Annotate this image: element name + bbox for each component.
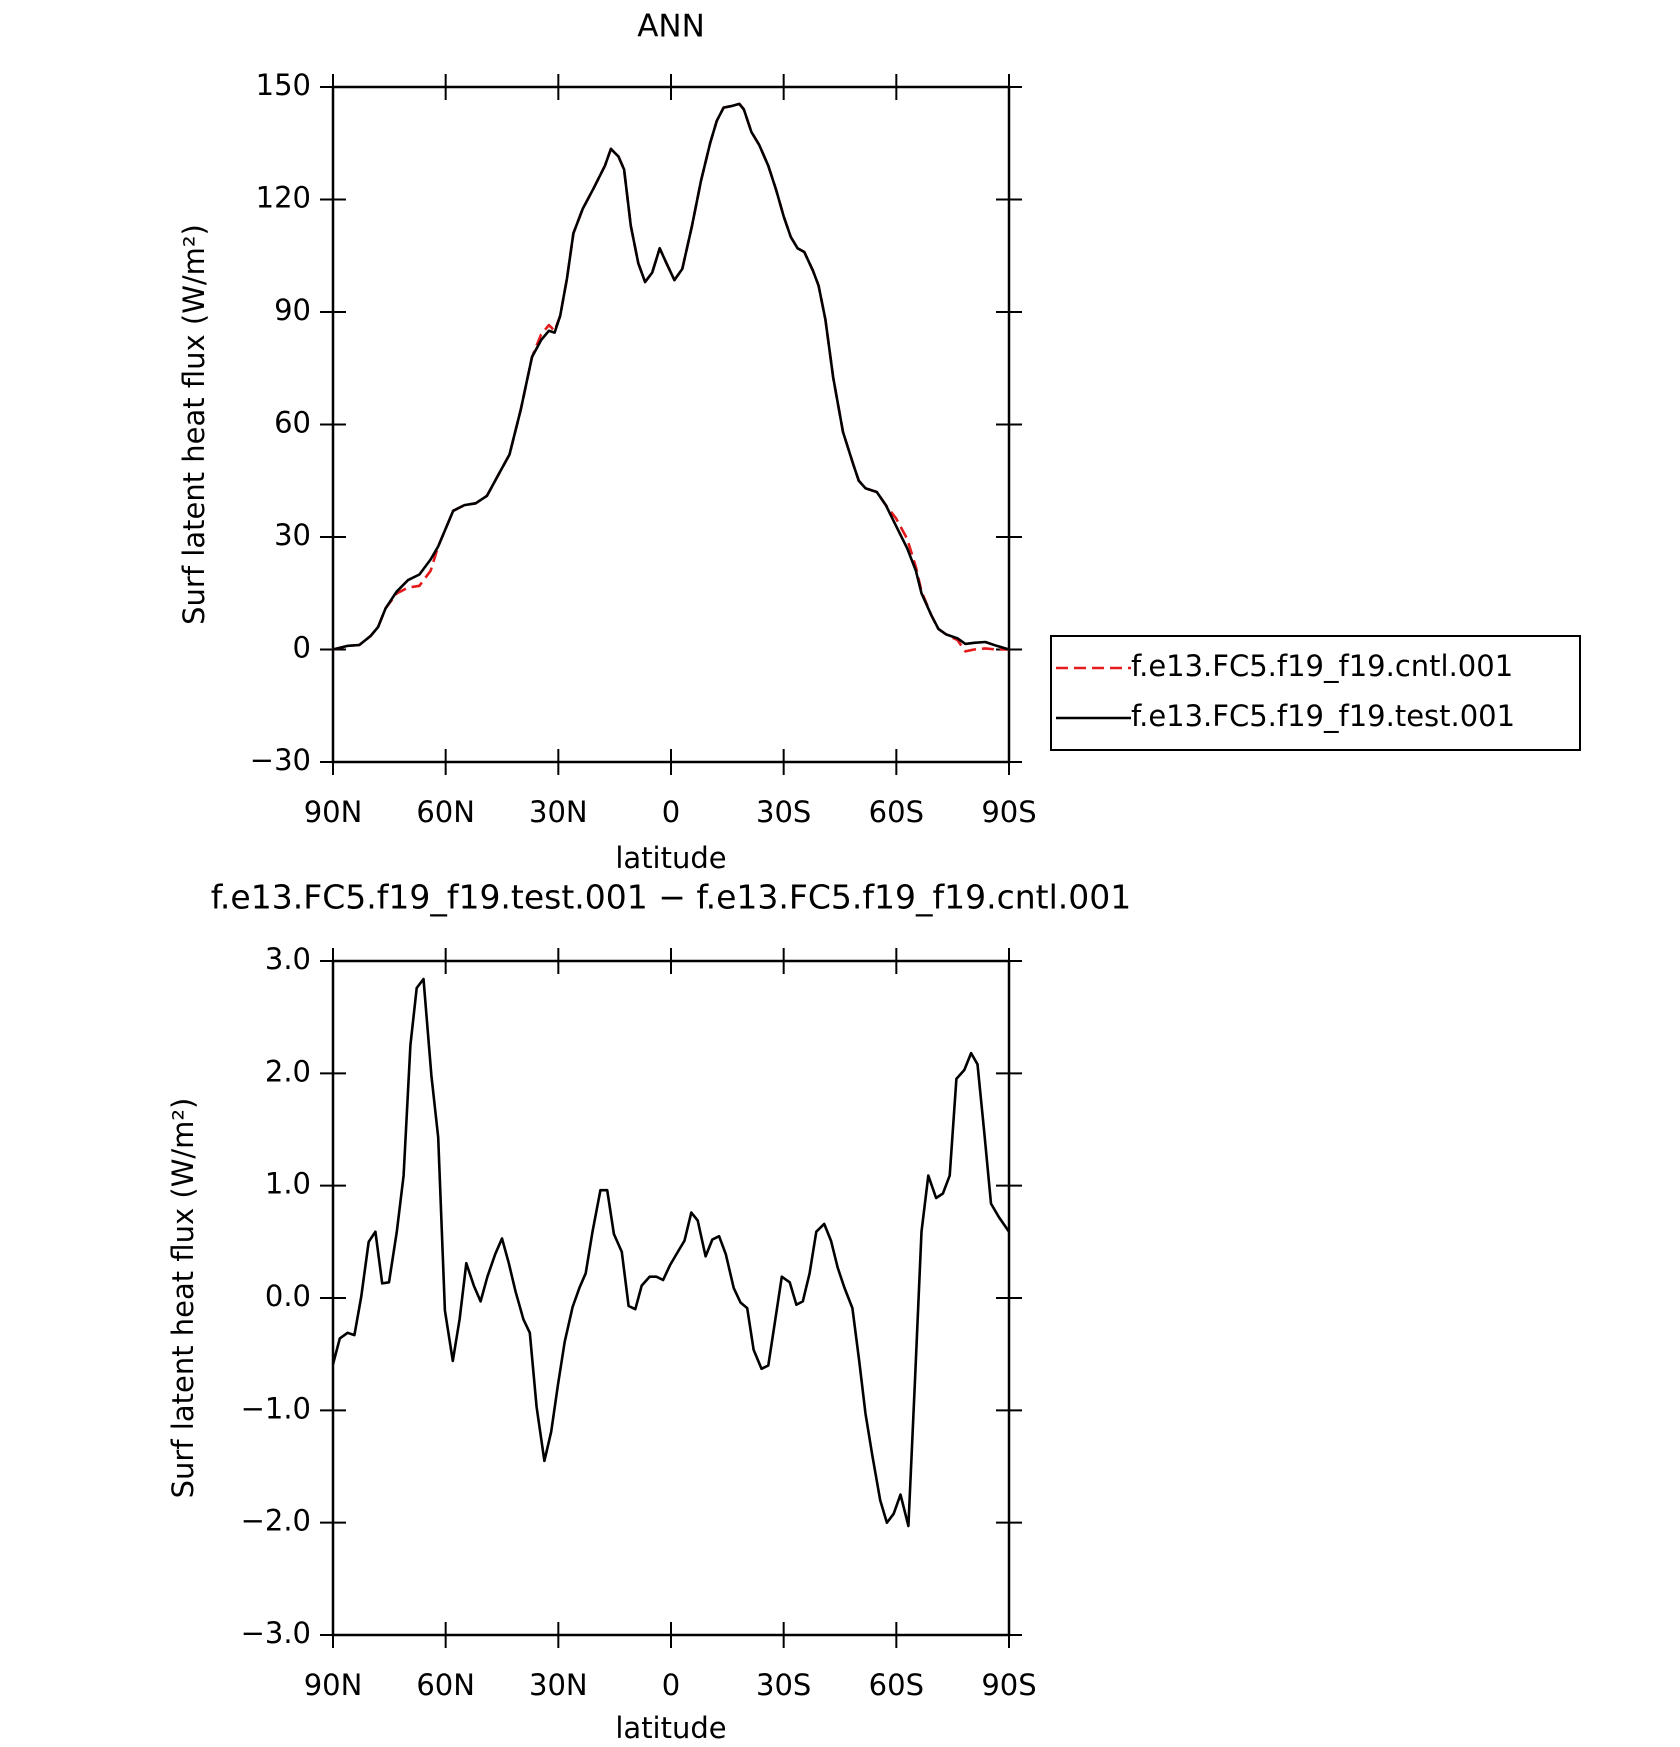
x-tick-label: 90S <box>981 795 1036 829</box>
y-tick-label: −2.0 <box>241 1504 311 1538</box>
y-axis-label: Surf latent heat flux (W/m²) <box>177 224 211 625</box>
x-tick-label: 30N <box>529 795 588 829</box>
y-axis-label: Surf latent heat flux (W/m²) <box>166 1098 200 1499</box>
x-tick-label: 60N <box>416 1668 475 1702</box>
y-tick-label: 0.0 <box>265 1279 311 1313</box>
data-line <box>332 102 1009 653</box>
y-tick-label: 60 <box>274 406 311 440</box>
x-tick-label: 90N <box>304 1668 363 1702</box>
y-tick-label: 150 <box>256 68 311 102</box>
y-tick-label: 2.0 <box>265 1054 311 1088</box>
plot-frame <box>331 85 1011 764</box>
y-tick-label: 120 <box>256 181 311 215</box>
legend-label: f.e13.FC5.f19_f19.test.001 <box>1131 699 1515 733</box>
x-tick-label: 30N <box>529 1668 588 1702</box>
legend-label: f.e13.FC5.f19_f19.cntl.001 <box>1131 649 1513 683</box>
x-tick-label: 60N <box>416 795 475 829</box>
y-tick-label: 1.0 <box>265 1167 311 1201</box>
chart-title: ANN <box>637 9 705 45</box>
plot-frame <box>331 959 1011 1637</box>
x-tick-label: 60S <box>869 1668 924 1702</box>
legend-box <box>1050 635 1581 751</box>
y-tick-label: 30 <box>274 518 311 552</box>
x-tick-label: 90N <box>304 795 363 829</box>
y-tick-label: 0 <box>293 631 311 665</box>
y-tick-label: −3.0 <box>241 1616 311 1650</box>
y-tick-label: −30 <box>250 743 311 777</box>
y-tick-label: 3.0 <box>265 942 311 976</box>
x-tick-label: 90S <box>981 1668 1036 1702</box>
x-tick-label: 30S <box>756 795 811 829</box>
data-line <box>331 977 1011 1528</box>
chart-title: f.e13.FC5.f19_f19.test.001 − f.e13.FC5.f… <box>211 878 1132 917</box>
x-tick-label: 30S <box>756 1668 811 1702</box>
legend: f.e13.FC5.f19_f19.cntl.001 f.e13.FC5.f19_… <box>1050 635 1581 751</box>
x-tick-label: 60S <box>869 795 924 829</box>
x-axis-label: latitude <box>615 1711 726 1745</box>
y-tick-label: 90 <box>274 293 311 327</box>
x-tick-label: 0 <box>662 795 680 829</box>
data-line <box>332 102 1010 651</box>
x-tick-label: 0 <box>662 1668 680 1702</box>
y-tick-label: −1.0 <box>241 1391 311 1425</box>
x-axis-label: latitude <box>615 841 726 875</box>
